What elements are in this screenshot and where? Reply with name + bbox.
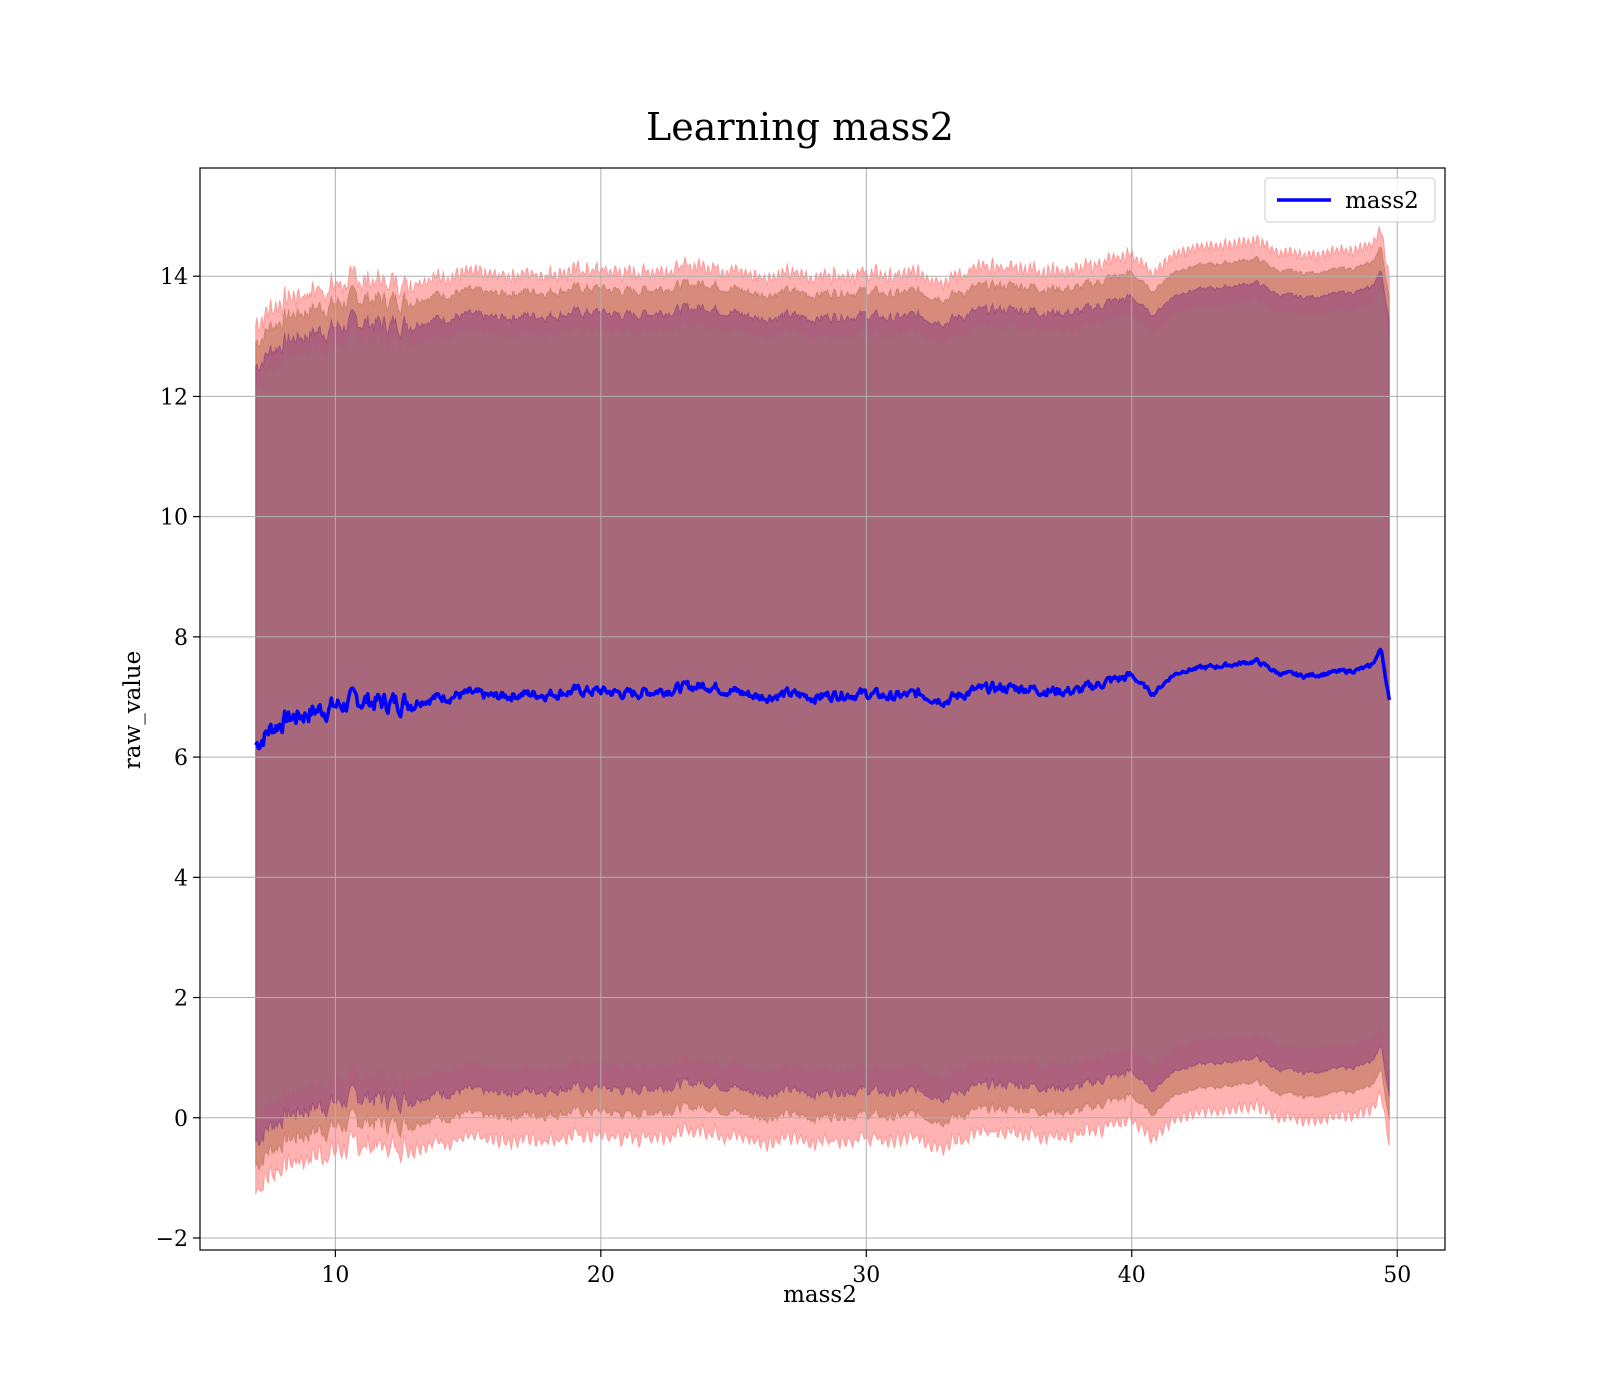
y-tick-label: 10 xyxy=(160,506,188,531)
uncertainty-bands xyxy=(255,225,1390,1195)
x-tick-label: 20 xyxy=(587,1263,615,1288)
legend-box xyxy=(1264,177,1436,223)
plot-frame xyxy=(199,167,1446,1251)
y-axis-label: raw_value xyxy=(120,651,146,769)
x-axis-label: mass2 xyxy=(783,1282,857,1308)
axis-ticks: 10 20 30 40 50 −2 0 2 4 6 8 10 12 14 xyxy=(156,265,1412,1288)
x-tick-label: 30 xyxy=(852,1263,880,1288)
legend-label-mass2: mass2 xyxy=(1345,188,1419,214)
y-tick-label: −2 xyxy=(156,1227,188,1252)
x-tick-label: 50 xyxy=(1383,1263,1411,1288)
y-tick-label: 6 xyxy=(174,746,188,771)
chart-title: Learning mass2 xyxy=(646,105,954,149)
y-tick-label: 4 xyxy=(174,866,188,891)
legend: mass2 xyxy=(1264,177,1436,223)
x-tick-label: 40 xyxy=(1118,1263,1146,1288)
y-tick-label: 0 xyxy=(174,1107,188,1132)
x-tick-label: 10 xyxy=(321,1263,349,1288)
series-line-mass2 xyxy=(254,647,1392,751)
plot-area: 10 20 30 40 50 −2 0 2 4 6 8 10 12 14 mass2 xyxy=(156,167,1446,1288)
grid-lines xyxy=(200,168,1445,1250)
y-tick-label: 14 xyxy=(160,265,188,290)
y-tick-label: 8 xyxy=(174,626,188,651)
band-core xyxy=(255,288,1390,1122)
y-tick-label: 2 xyxy=(174,987,188,1012)
y-tick-label: 12 xyxy=(160,385,188,410)
